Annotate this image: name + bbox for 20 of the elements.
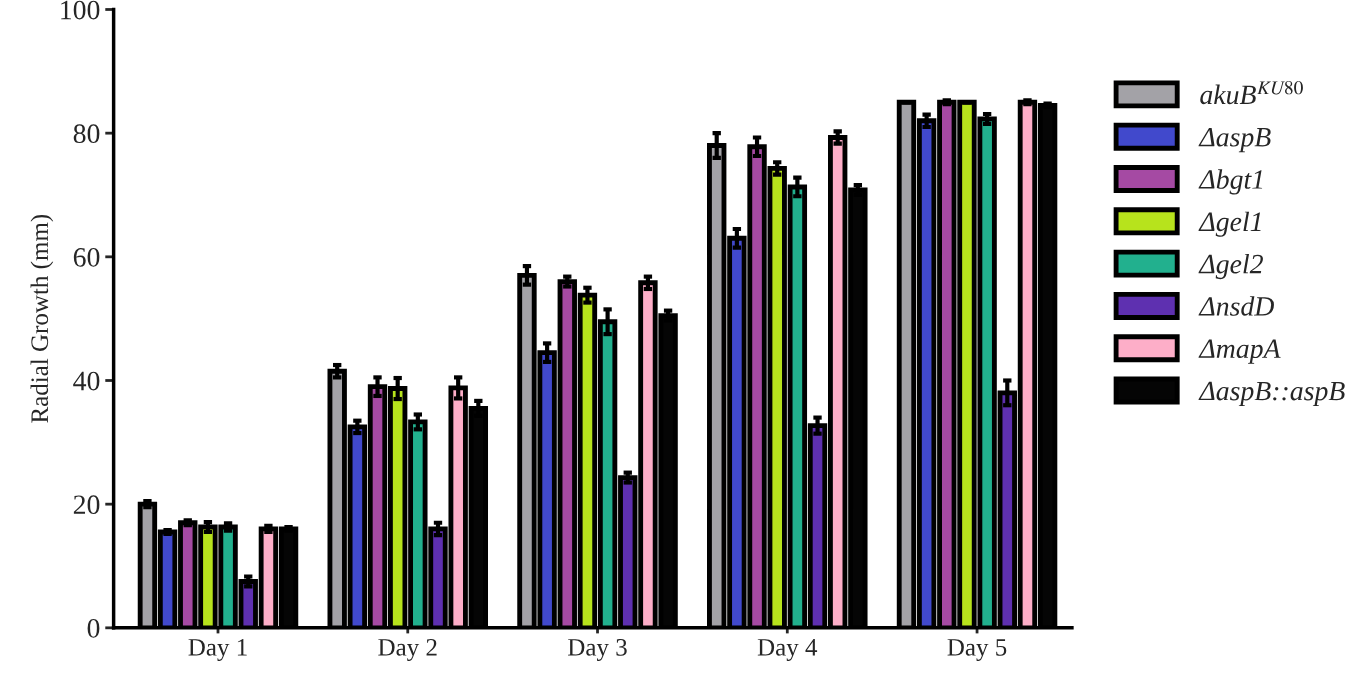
x-tick-label: Day 4 — [757, 639, 818, 661]
x-tick-label: Day 5 — [947, 639, 1007, 661]
y-tick-label: 100 — [61, 0, 100, 20]
x-tick-label: Day 2 — [378, 638, 437, 661]
legend-label: Δgel2 — [1198, 253, 1263, 280]
y-tick-label: 40 — [73, 371, 100, 391]
legend-label: ΔaspB — [1198, 127, 1271, 153]
legend-label: ΔmapA — [1198, 339, 1281, 364]
legend-label: ΔaspB::aspB — [1198, 381, 1345, 407]
y-tick-label: 20 — [73, 495, 100, 515]
x-tick-label: Day 3 — [568, 638, 627, 661]
legend-label: akuB$^{KU80}$ — [1200, 80, 1303, 105]
y-tick-label: 80 — [73, 124, 100, 144]
x-tick-label: Day 1 — [188, 639, 247, 661]
legend-label: ΔnsdD — [1198, 296, 1274, 316]
legend-label: Δgel1 — [1198, 211, 1261, 237]
y-tick-label: 0 — [87, 618, 100, 638]
y-axis-title: Radial Growth (mm) — [30, 214, 54, 423]
legend-label: Δbgt1 — [1198, 169, 1263, 195]
y-tick-label: 60 — [73, 247, 100, 267]
